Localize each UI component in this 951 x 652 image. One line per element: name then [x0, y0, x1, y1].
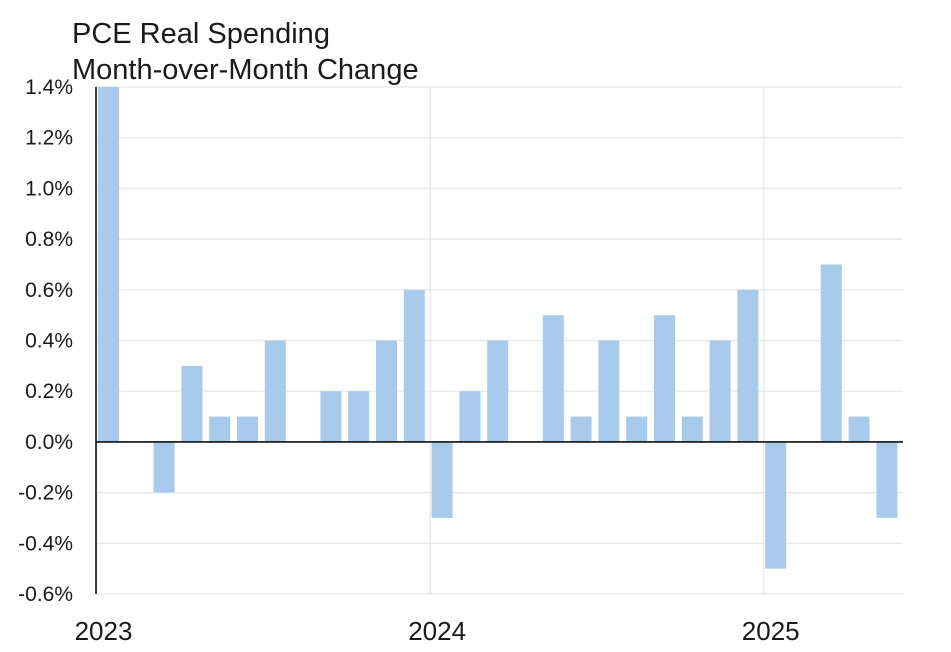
y-tick-label: -0.4%: [18, 532, 73, 555]
bar-2024-02: [459, 391, 481, 442]
bar-2023-10: [348, 391, 370, 442]
y-tick-labels: 1.4% 1.2% 1.0% 0.8% 0.6% 0.4% 0.2% 0.0% -0.2% -0.…: [18, 76, 73, 606]
bar-2024-09: [654, 315, 675, 442]
bar-2024-12: [737, 289, 759, 442]
y-tick-label: -0.2%: [18, 482, 73, 505]
chart-title: PCE Real Spending: [72, 18, 330, 50]
bar-2025-01: [765, 441, 787, 569]
bars: [98, 87, 898, 569]
bar-2025-04: [848, 416, 870, 442]
bar-2023-05: [209, 416, 231, 442]
bar-2023-11: [376, 340, 397, 442]
bar-2024-11: [709, 340, 731, 442]
x-tick-labels: 2023 2024 2025: [75, 616, 800, 646]
bar-2024-03: [487, 340, 509, 442]
y-tick-label: 0.2%: [25, 380, 73, 403]
chart-subtitle: Month-over-Month Change: [72, 54, 419, 86]
bar-2023-12: [403, 289, 425, 442]
bar-2024-08: [626, 416, 648, 442]
x-tick-label: 2023: [75, 616, 133, 646]
axes: [95, 87, 903, 594]
bar-2023-01: [98, 87, 119, 442]
y-tick-label: 0.4%: [25, 330, 73, 353]
y-tick-label: 0.8%: [25, 228, 73, 251]
y-tick-label: 1.2%: [25, 127, 73, 150]
bar-2024-10: [681, 416, 703, 442]
bar-2023-03: [153, 441, 175, 493]
bar-2024-05: [542, 315, 564, 442]
y-tick-label: 0.6%: [25, 279, 73, 302]
x-tick-label: 2024: [408, 616, 466, 646]
y-tick-label: 1.4%: [25, 76, 73, 99]
bar-2023-04: [181, 365, 203, 442]
chart-title-block: PCE Real Spending Month-over-Month Chang…: [72, 16, 419, 88]
bar-2025-03: [820, 264, 842, 442]
y-tick-label: 1.0%: [25, 177, 73, 200]
bar-2024-07: [598, 340, 620, 442]
x-tick-label: 2025: [742, 616, 800, 646]
bar-2025-05: [876, 441, 898, 518]
y-tick-label: 0.0%: [25, 431, 73, 454]
bar-2023-09: [320, 391, 342, 442]
bar-2024-01: [431, 441, 453, 518]
bar-2023-06: [237, 416, 258, 442]
y-tick-label: -0.6%: [18, 583, 73, 606]
bar-2024-06: [570, 416, 592, 442]
bar-2023-07: [264, 340, 286, 442]
